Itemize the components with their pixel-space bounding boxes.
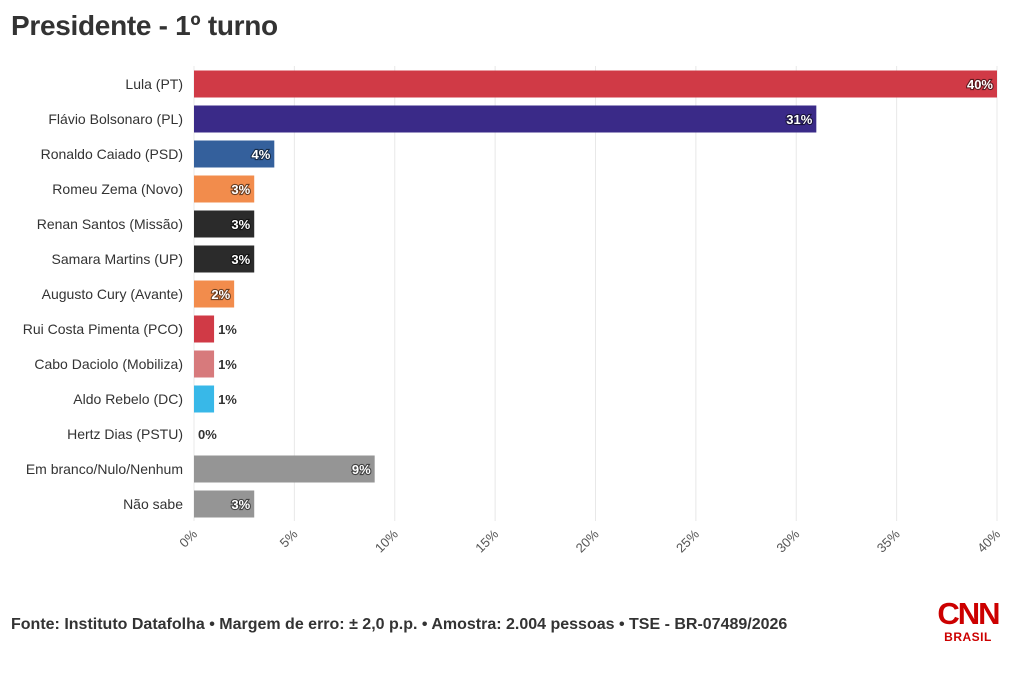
bar [194, 245, 255, 273]
category-label: Em branco/Nulo/Nenhum [26, 461, 183, 477]
value-label: 9% [352, 462, 371, 477]
category-label: Ronaldo Caiado (PSD) [41, 146, 183, 162]
value-label: 2% [211, 287, 230, 302]
category-label: Rui Costa Pimenta (PCO) [23, 321, 183, 337]
x-tick-label: 40% [974, 526, 1003, 555]
x-axis-ticks: 0% 5% 10% 15% 20% 25% 30% 35% 40% [176, 526, 1003, 555]
logo-subtext: BRASIL [944, 630, 992, 644]
grid-lines [193, 66, 998, 521]
value-label: 1% [218, 357, 237, 372]
bar-chart: Lula (PT) Flávio Bolsonaro (PL) Ronaldo Ca… [23, 66, 1003, 556]
bar [194, 350, 215, 378]
category-label: Flávio Bolsonaro (PL) [48, 111, 183, 127]
x-tick-label: 5% [277, 526, 301, 550]
source-footer: Fonte: Instituto Datafolha • Margem de e… [11, 616, 788, 633]
category-label: Aldo Rebelo (DC) [73, 391, 183, 407]
bar [194, 175, 255, 203]
value-label: 3% [231, 497, 250, 512]
category-labels: Lula (PT) Flávio Bolsonaro (PL) Ronaldo Ca… [23, 76, 183, 512]
value-label: 31% [786, 112, 812, 127]
bar [194, 70, 997, 98]
category-label: Cabo Daciolo (Mobiliza) [34, 356, 183, 372]
category-label: Augusto Cury (Avante) [42, 286, 183, 302]
bar [194, 315, 215, 343]
bar [194, 210, 255, 238]
cnn-brasil-logo: CNN BRASIL [934, 598, 1002, 648]
x-tick-label: 25% [673, 526, 702, 555]
value-label: 4% [252, 147, 271, 162]
value-label: 40% [967, 77, 993, 92]
value-label: 1% [218, 392, 237, 407]
value-label: 3% [231, 217, 250, 232]
value-label: 0% [198, 427, 217, 442]
value-label: 1% [218, 322, 237, 337]
category-label: Não sabe [123, 496, 183, 512]
x-tick-label: 35% [874, 526, 903, 555]
chart-title: Presidente - 1º turno [11, 10, 278, 41]
category-label: Samara Martins (UP) [52, 251, 183, 267]
category-label: Romeu Zema (Novo) [52, 181, 183, 197]
bar [194, 105, 817, 133]
category-label: Hertz Dias (PSTU) [67, 426, 183, 442]
bar [194, 490, 255, 518]
bar [194, 455, 375, 483]
value-label: 3% [231, 182, 250, 197]
category-label: Renan Santos (Missão) [37, 216, 183, 232]
bar [194, 385, 215, 413]
x-tick-label: 0% [176, 526, 200, 550]
bars [194, 70, 997, 518]
bar [194, 280, 235, 308]
bar [194, 140, 275, 168]
x-tick-label: 15% [472, 526, 501, 555]
value-label: 3% [231, 252, 250, 267]
category-label: Lula (PT) [125, 76, 183, 92]
logo-text: CNN [937, 596, 1000, 631]
value-labels: 40% 31% 4% 3% 3% 3% 2% 1% 1% 1% 0% 9% 3% [198, 76, 995, 513]
x-tick-label: 10% [372, 526, 401, 555]
x-tick-label: 30% [773, 526, 802, 555]
x-tick-label: 20% [573, 526, 602, 555]
